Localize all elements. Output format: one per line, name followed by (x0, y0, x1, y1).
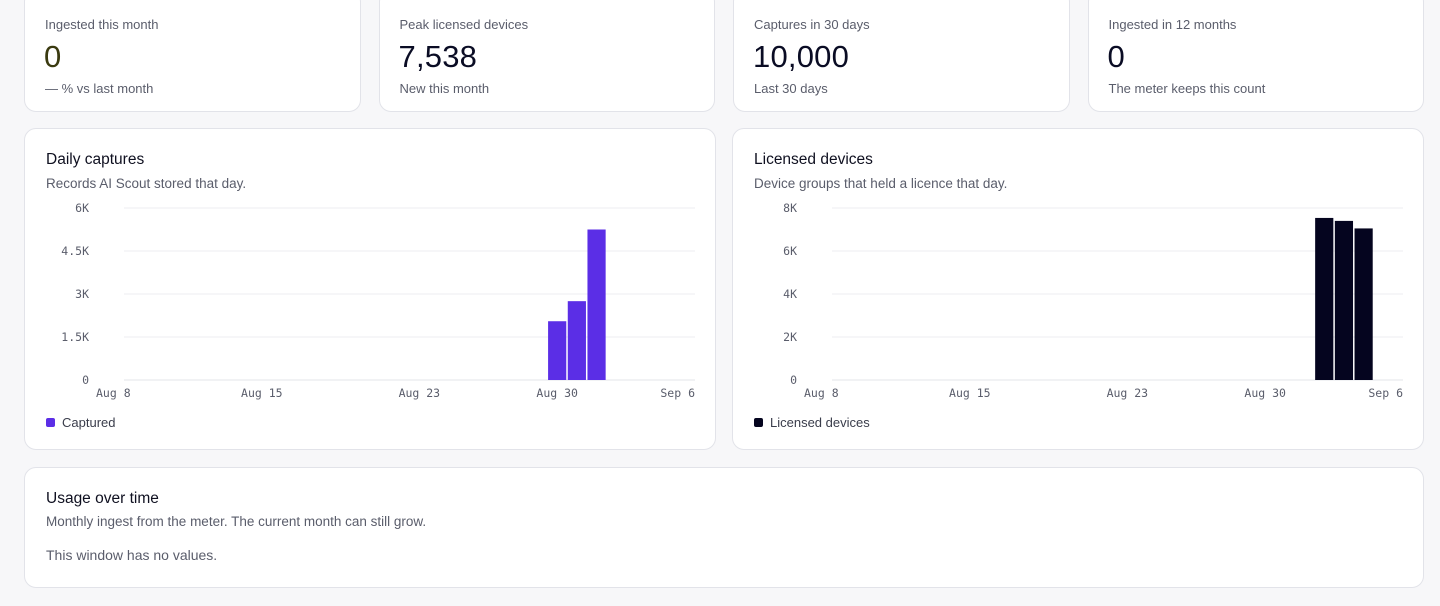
x-tick-label: Sep 6 (660, 386, 695, 400)
card-subtitle: Monthly ingest from the meter. The curre… (46, 514, 427, 529)
stat-value: 10,000 (753, 39, 850, 74)
x-tick-label: Aug 8 (804, 386, 839, 400)
legend-label: Captured (62, 415, 116, 430)
stat-value: 7,538 (398, 39, 478, 74)
legend-swatch (46, 418, 55, 427)
stat-subtext: The meter keeps this count (1108, 81, 1266, 96)
bar (1334, 220, 1354, 380)
stat-card-peak-licensed: Peak licensed devices 7,538 New this mon… (378, 0, 715, 112)
stat-value: 0 (1107, 39, 1125, 74)
card-title: Licensed devices (754, 151, 873, 168)
y-tick-label: 6K (75, 201, 89, 215)
stat-label: Ingested this month (45, 17, 159, 32)
bar (567, 301, 586, 380)
stat-card-captures-30-days: Captures in 30 days 10,000 Last 30 days (733, 0, 1070, 112)
y-tick-label: 4.5K (61, 244, 89, 258)
x-tick-label: Aug 23 (399, 386, 441, 400)
empty-state-message: This window has no values. (46, 547, 218, 563)
stat-card-ingested-month: Ingested this month 0 — % vs last month (24, 0, 361, 112)
x-tick-label: Aug 23 (1107, 386, 1149, 400)
bar (548, 321, 567, 380)
licensed-devices-card: Licensed devices Device groups that held… (732, 128, 1424, 450)
stat-label: Captures in 30 days (754, 17, 870, 32)
stat-subtext: New this month (399, 81, 490, 96)
stat-subtext: Last 30 days (754, 81, 828, 96)
x-tick-label: Aug 30 (536, 386, 578, 400)
y-tick-label: 6K (783, 244, 797, 258)
y-tick-label: 1.5K (61, 330, 89, 344)
stat-subtext: — % vs last month (45, 81, 154, 96)
card-title: Daily captures (46, 151, 145, 168)
card-subtitle: Device groups that held a licence that d… (754, 176, 1008, 191)
y-tick-label: 3K (75, 287, 89, 301)
y-tick-label: 4K (783, 287, 797, 301)
y-tick-label: 2K (783, 330, 797, 344)
x-tick-label: Aug 15 (241, 386, 283, 400)
x-tick-label: Sep 6 (1368, 386, 1403, 400)
chart-legend: Licensed devices (754, 415, 870, 430)
y-tick-label: 0 (790, 373, 797, 387)
legend-label: Licensed devices (770, 415, 870, 430)
y-tick-label: 8K (783, 201, 797, 215)
bar (1315, 217, 1334, 380)
stat-cards-row: Ingested this month 0 — % vs last month … (24, 0, 1424, 112)
card-title: Usage over time (46, 490, 159, 507)
card-subtitle: Records AI Scout stored that day. (46, 176, 247, 191)
daily-captures-chart: 0 1.5K 3K 4.5K 6K Aug 8 Aug 15 Aug 23 Aug 30 Sep … (61, 201, 695, 400)
bar (1354, 228, 1373, 380)
stat-card-ingested-12-months: Ingested in 12 months 0 The meter keeps … (1087, 0, 1424, 112)
x-tick-label: Aug 15 (949, 386, 991, 400)
daily-captures-card: Daily captures Records AI Scout stored t… (24, 128, 716, 450)
stat-label: Ingested in 12 months (1108, 17, 1237, 32)
licensed-devices-chart: 0 2K 4K 6K 8K Aug 8 Aug 15 Aug 23 Aug 30 Sep 6 (783, 201, 1403, 400)
bar (587, 229, 606, 380)
x-tick-label: Aug 30 (1244, 386, 1286, 400)
usage-over-time-card: Usage over time Monthly ingest from the … (24, 467, 1424, 588)
x-tick-label: Aug 8 (96, 386, 131, 400)
stat-value: 0 (44, 39, 62, 74)
chart-legend: Captured (46, 415, 115, 430)
y-tick-label: 0 (82, 373, 89, 387)
legend-swatch (754, 418, 763, 427)
stat-label: Peak licensed devices (399, 17, 529, 32)
